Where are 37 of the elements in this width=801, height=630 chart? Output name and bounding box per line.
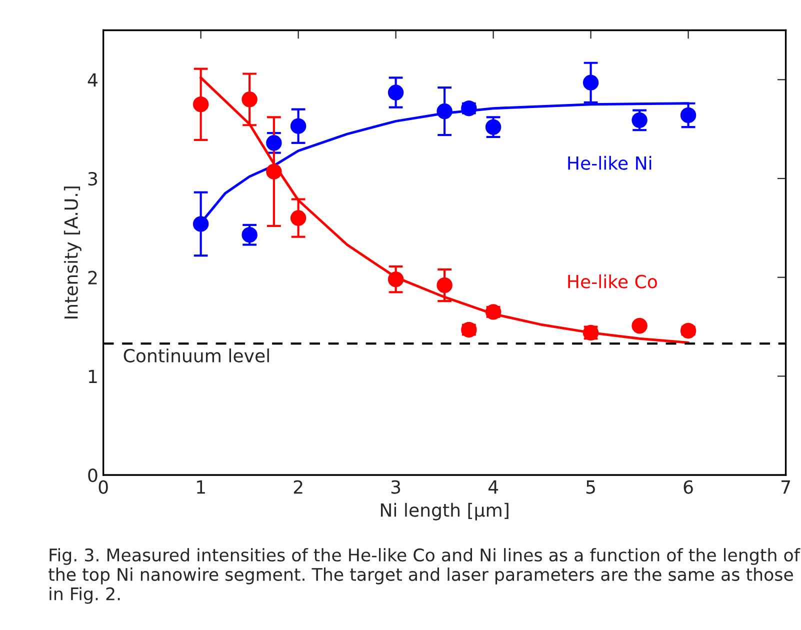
x-tick-label: 2	[294, 480, 302, 494]
point	[680, 322, 696, 339]
y-axis-title: Intensity [A.U.]	[64, 186, 82, 318]
point	[290, 210, 306, 226]
point	[632, 112, 648, 128]
point	[192, 96, 209, 112]
point	[485, 119, 502, 135]
series-label: He-like Ni	[568, 156, 652, 170]
point	[582, 74, 599, 90]
y-tick-label: 1	[88, 370, 97, 384]
point	[266, 164, 282, 180]
y-tick-label: 2	[88, 270, 97, 284]
point	[436, 103, 452, 120]
point	[632, 318, 648, 334]
x-tick-label: 5	[586, 480, 595, 494]
x-tick-label: 6	[684, 480, 693, 494]
ref-line-label: Continuum level	[124, 348, 269, 362]
x-tick-label: 3	[391, 480, 400, 494]
caption: Fig. 3. Measured intensities of the He-like Co and Ni lines as a function of the length of the top Ni nanowire segment. The target and laser parameters are the same as those in Fig. 2.	[48, 548, 800, 604]
point	[192, 216, 209, 232]
point	[680, 107, 696, 124]
point	[388, 271, 404, 288]
point	[436, 277, 452, 294]
x-tick-label: 7	[782, 480, 790, 494]
point	[266, 135, 282, 151]
point	[290, 118, 306, 134]
x-tick-label: 0	[98, 480, 108, 494]
point	[242, 226, 258, 243]
x-tick-label: 4	[488, 480, 498, 494]
point	[242, 92, 258, 108]
point	[388, 84, 404, 100]
y-tick-label: 4	[88, 73, 98, 87]
x-axis-title: Ni length [μm]	[380, 502, 508, 520]
y-tick-label: 3	[88, 172, 98, 186]
x-tick-label: 1	[197, 480, 205, 494]
y-tick-label: 0	[88, 468, 98, 482]
series-label: He-like Co	[568, 274, 657, 288]
